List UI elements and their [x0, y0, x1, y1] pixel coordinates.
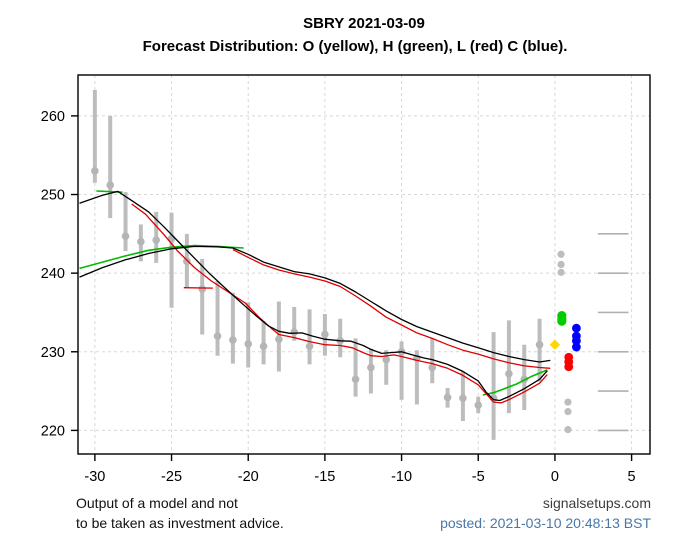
forecast-dot-high [557, 316, 567, 326]
close-marker [351, 375, 360, 384]
smooth-line-black-upper [79, 245, 551, 363]
close-marker [382, 355, 391, 364]
y-tick-label: 250 [41, 188, 65, 204]
forecast-dot-outlier-low [564, 398, 572, 406]
forecast-dot-close [571, 323, 581, 333]
close-marker [152, 236, 161, 244]
x-tick-label: -20 [238, 469, 259, 485]
x-tick-label: 5 [628, 469, 636, 485]
forecast-dot-outlier-high [557, 250, 565, 258]
close-marker [137, 237, 145, 246]
chart-title: SBRY 2021-03-09 [303, 15, 425, 32]
smooth-line-black-peak-falling [79, 190, 548, 402]
y-tick-label: 260 [41, 109, 65, 125]
close-marker [535, 340, 544, 349]
close-marker [290, 328, 299, 336]
close-marker [244, 340, 253, 348]
close-marker [459, 394, 467, 402]
y-tick-label: 240 [41, 266, 65, 282]
close-marker [259, 342, 268, 351]
close-marker [428, 363, 437, 372]
close-marker [367, 363, 375, 372]
chart-subtitle: Forecast Distribution: O (yellow), H (gr… [142, 38, 568, 55]
disclaimer-text: Output of a model and not to be taken as… [76, 493, 284, 533]
x-tick-label: -15 [314, 469, 335, 485]
forecast-dot-outlier-low [564, 426, 572, 434]
close-marker [321, 330, 329, 339]
x-tick-label: -30 [84, 469, 105, 485]
smooth-line-red-falling [131, 203, 548, 404]
close-marker [505, 369, 513, 378]
forecast-dot-close [571, 342, 581, 352]
close-marker [275, 335, 283, 343]
plot-border [77, 74, 651, 455]
x-tick-label: -25 [161, 469, 182, 485]
close-marker [305, 342, 314, 351]
close-marker [443, 393, 452, 402]
close-marker [183, 257, 191, 266]
smooth-line-red-upper [232, 249, 551, 369]
close-marker [91, 167, 99, 175]
y-tick-label: 230 [41, 345, 65, 361]
forecast-dot-open [549, 339, 561, 350]
y-tick-label: 220 [41, 423, 65, 439]
x-tick-label: -5 [472, 469, 485, 485]
close-marker [106, 181, 115, 189]
posted-timestamp: posted: 2021-03-10 20:48:13 BST [440, 515, 651, 531]
site-name: signalsetups.com [542, 495, 651, 511]
x-tick-label: -10 [391, 469, 412, 485]
forecast-dot-outlier-low [564, 407, 572, 416]
forecast-dot-outlier-high [557, 268, 565, 276]
disclaimer-line-1: Output of a model and not [76, 495, 238, 511]
forecast-dot-low [564, 362, 574, 372]
forecast-dot-close [571, 336, 581, 346]
close-marker [121, 232, 130, 240]
close-marker [198, 285, 207, 293]
close-marker [474, 401, 483, 410]
close-marker [229, 336, 237, 344]
disclaimer-line-2: to be taken as investment advice. [76, 515, 284, 531]
x-tick-label: 0 [551, 469, 559, 485]
attribution-text: signalsetups.com posted: 2021-03-10 20:4… [440, 493, 651, 533]
smooth-line-green-recovery [482, 369, 548, 396]
forecast-dot-outlier-high [557, 260, 565, 269]
close-marker [213, 332, 222, 340]
smooth-line-green-rising [79, 244, 244, 270]
